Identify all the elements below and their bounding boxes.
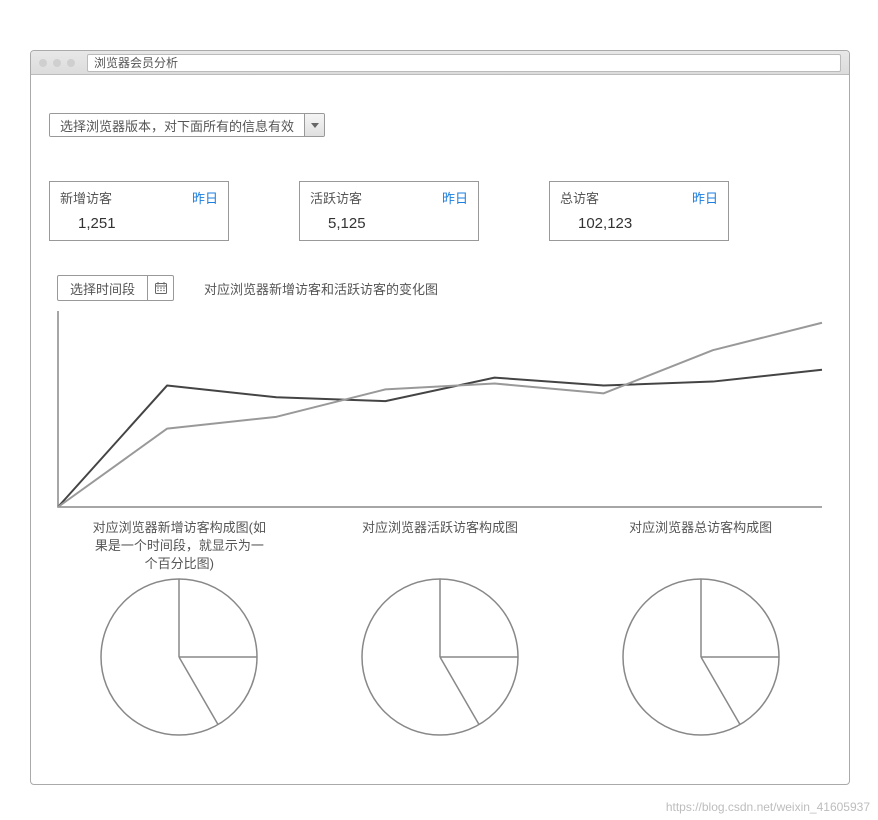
stat-cards-row: 新增访客 昨日 1,251 活跃访客 昨日 5,125 总访客 昨日 102,1… [49, 181, 831, 241]
line-chart-header: 选择时间段 对应浏览器新增访客和活 [49, 275, 831, 301]
pie-block-new: 对应浏览器新增访客构成图(如果是一个时间段，就显示为一个百分比图) [69, 519, 289, 737]
chevron-down-icon [311, 123, 319, 128]
browser-version-select-label: 选择浏览器版本，对下面所有的信息有效 [50, 114, 304, 136]
stat-value: 102,123 [560, 215, 718, 232]
content-area: 选择浏览器版本，对下面所有的信息有效 新增访客 昨日 1,251 活跃访客 昨日… [31, 75, 849, 784]
pie-chart-total [621, 577, 781, 737]
pie-chart-new [99, 577, 259, 737]
window-title: 浏览器会员分析 [94, 54, 178, 71]
line-chart [49, 305, 831, 515]
calendar-icon [154, 281, 168, 295]
date-range-button[interactable] [147, 276, 173, 300]
stat-value: 5,125 [310, 215, 468, 232]
pie-caption: 对应浏览器总访客构成图 [609, 519, 792, 575]
stat-badge[interactable]: 昨日 [442, 188, 468, 207]
title-text: 浏览器会员分析 [87, 54, 841, 72]
browser-version-select[interactable]: 选择浏览器版本，对下面所有的信息有效 [49, 113, 325, 137]
stat-value: 1,251 [60, 215, 218, 232]
window-frame: 浏览器会员分析 选择浏览器版本，对下面所有的信息有效 新增访客 昨日 1,251… [30, 50, 850, 785]
browser-version-row: 选择浏览器版本，对下面所有的信息有效 [49, 113, 831, 137]
stat-badge[interactable]: 昨日 [692, 188, 718, 207]
date-range-picker[interactable]: 选择时间段 [57, 275, 174, 301]
stat-badge[interactable]: 昨日 [192, 188, 218, 207]
pie-block-active: 对应浏览器活跃访客构成图 [330, 519, 550, 737]
traffic-light-close-icon[interactable] [39, 59, 47, 67]
stat-card-total-visitors: 总访客 昨日 102,123 [549, 181, 729, 241]
stat-card-active-visitors: 活跃访客 昨日 5,125 [299, 181, 479, 241]
pie-caption: 对应浏览器新增访客构成图(如果是一个时间段，就显示为一个百分比图) [69, 519, 289, 575]
pie-caption: 对应浏览器活跃访客构成图 [342, 519, 538, 575]
pie-block-total: 对应浏览器总访客构成图 [591, 519, 811, 737]
pie-chart-active [360, 577, 520, 737]
browser-version-select-button[interactable] [304, 114, 324, 136]
titlebar: 浏览器会员分析 [31, 51, 849, 75]
pie-charts-row: 对应浏览器新增访客构成图(如果是一个时间段，就显示为一个百分比图) 对应浏览器活… [49, 519, 831, 737]
traffic-light-zoom-icon[interactable] [67, 59, 75, 67]
traffic-light-minimize-icon[interactable] [53, 59, 61, 67]
watermark-text: https://blog.csdn.net/weixin_41605937 [666, 800, 870, 814]
date-range-label: 选择时间段 [58, 276, 147, 300]
line-chart-title: 对应浏览器新增访客和活跃访客的变化图 [204, 279, 438, 298]
stat-card-new-visitors: 新增访客 昨日 1,251 [49, 181, 229, 241]
